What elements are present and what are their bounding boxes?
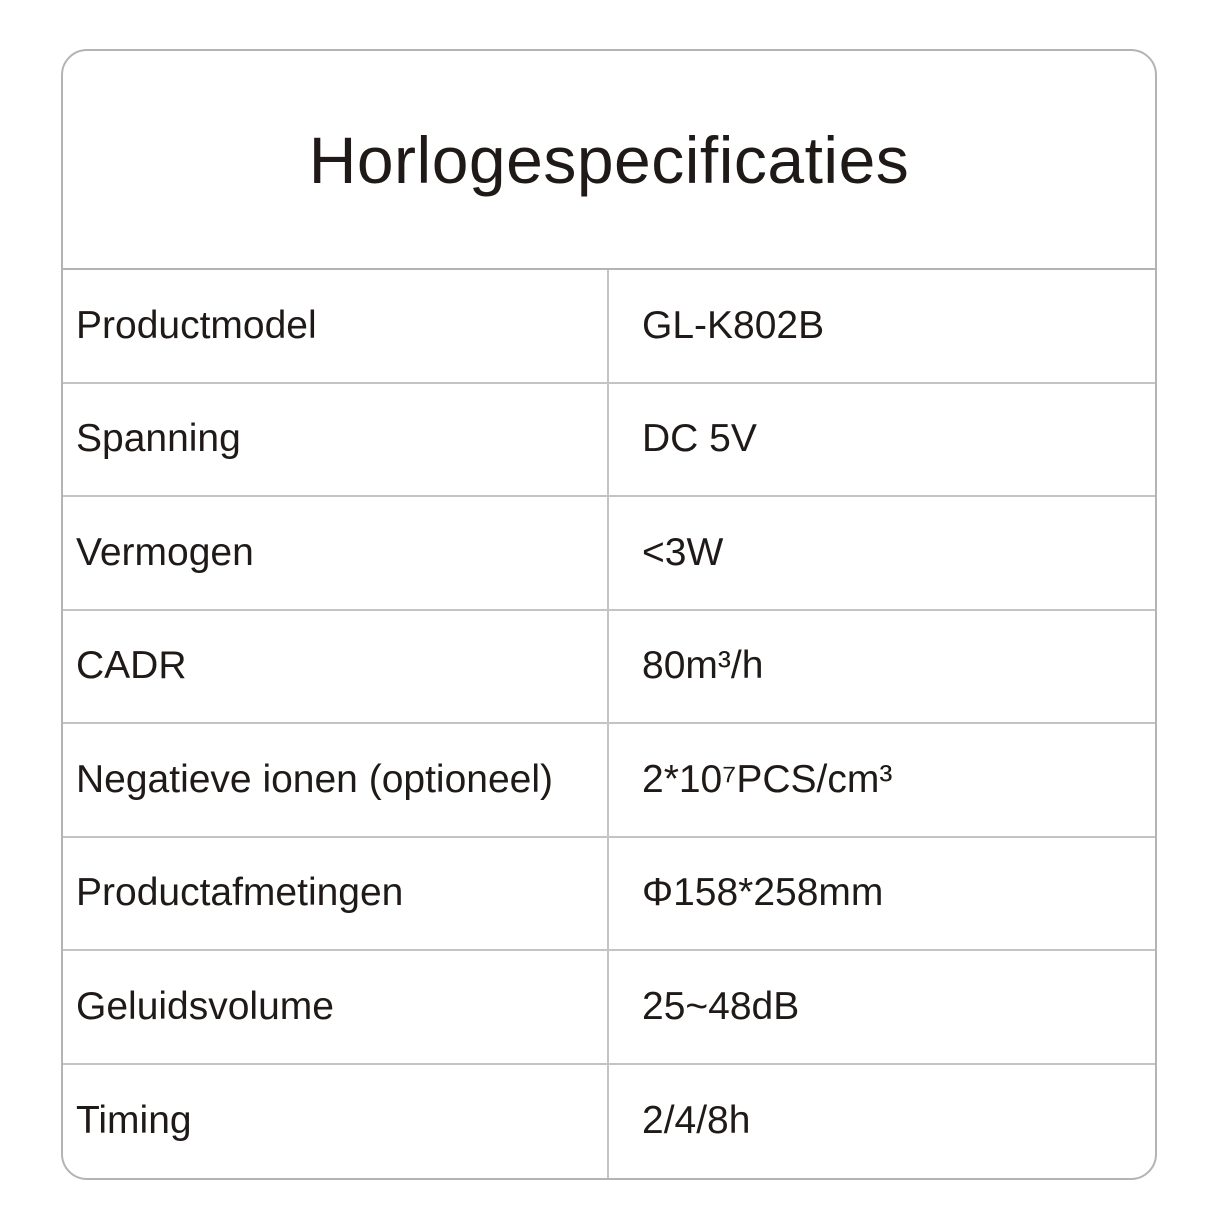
spec-value: 2/4/8h (642, 1099, 751, 1143)
spec-row: Geluidsvolume 25~48dB (63, 951, 1155, 1065)
spec-value: DC 5V (642, 417, 757, 461)
spec-row: Spanning DC 5V (63, 383, 1155, 497)
spec-row: Productafmetingen Φ158*258mm (63, 837, 1155, 951)
spec-label: Negatieve ionen (optioneel) (63, 724, 609, 836)
spec-label: Timing (63, 1064, 609, 1178)
table-title: Horlogespecificaties (63, 51, 1155, 270)
spec-label: Geluidsvolume (63, 951, 609, 1063)
spec-label: Productafmetingen (63, 837, 609, 949)
spec-row: CADR 80m³/h (63, 610, 1155, 724)
spec-value: 25~48dB (642, 984, 800, 1028)
spec-row: Negatieve ionen (optioneel) 2*10⁷PCS/cm³ (63, 724, 1155, 838)
spec-value: GL-K802B (642, 303, 825, 347)
spec-row: Productmodel GL-K802B (63, 270, 1155, 384)
spec-label: CADR (63, 610, 609, 722)
spec-label: Vermogen (63, 497, 609, 609)
spec-value: 80m³/h (642, 644, 764, 688)
spec-table: Horlogespecificaties Productmodel GL-K802… (61, 49, 1157, 1180)
spec-value: 2*10⁷PCS/cm³ (642, 757, 893, 801)
spec-value: Φ158*258mm (642, 871, 884, 915)
spec-label: Productmodel (63, 270, 609, 382)
spec-row: Vermogen <3W (63, 497, 1155, 611)
spec-label: Spanning (63, 383, 609, 495)
spec-value: <3W (642, 530, 724, 574)
spec-row: Timing 2/4/8h (63, 1064, 1155, 1178)
